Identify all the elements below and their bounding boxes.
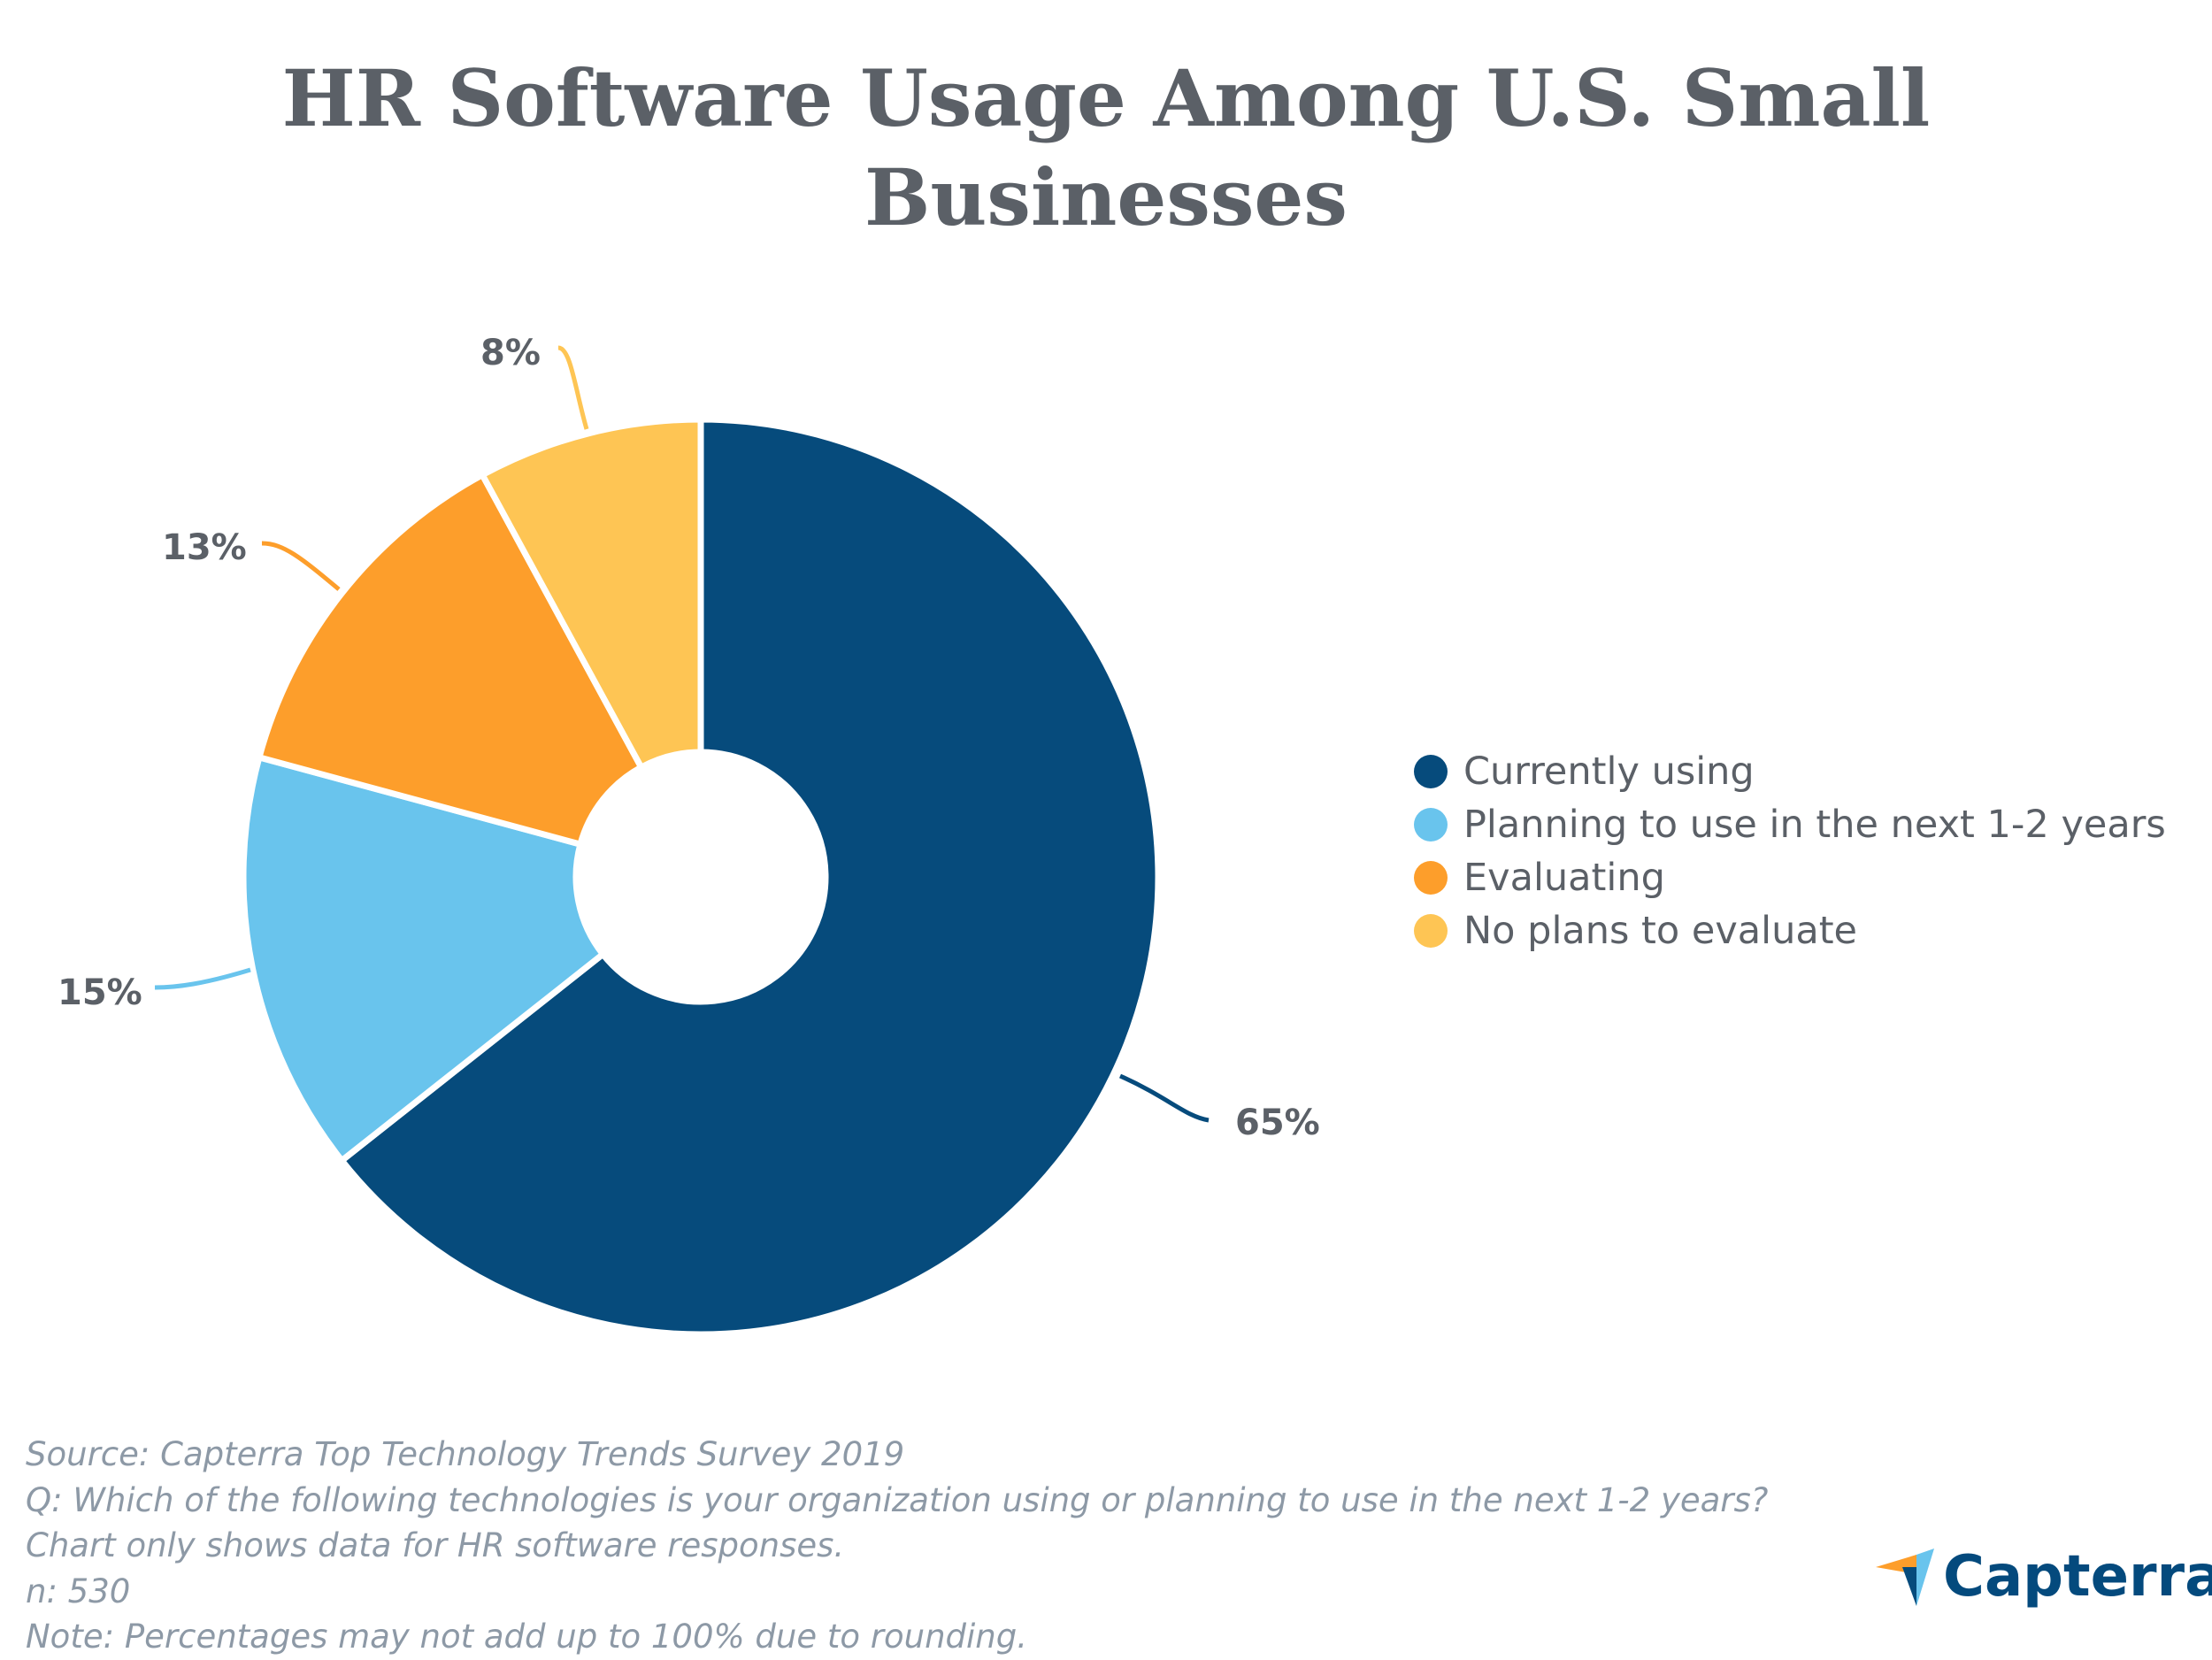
capterra-logo: Capterra: [1876, 1544, 2212, 1610]
legend-item-evaluating: Evaluating: [1414, 851, 2166, 904]
leader-line-evaluating: [261, 541, 341, 591]
legend-label: Currently using: [1463, 749, 1755, 794]
footer-notes: Source: Capterra Top Technology Trends S…: [26, 1432, 1768, 1660]
legend-label: Planning to use in the next 1-2 years: [1463, 803, 2166, 847]
source-note: Source: Capterra Top Technology Trends S…: [26, 1435, 905, 1473]
data-label-no-plans: 8%: [480, 333, 541, 373]
question-note: Q: Which of the following technologies i…: [26, 1480, 1769, 1519]
sample-size-note: n: 530: [26, 1572, 131, 1610]
data-label-currently-using: 65%: [1235, 1103, 1320, 1143]
legend-swatch: [1414, 755, 1448, 788]
legend-item-no-plans: No plans to evaluate: [1414, 904, 2166, 957]
legend-label: Evaluating: [1463, 856, 1665, 900]
legend-swatch: [1414, 808, 1448, 842]
rounding-note: Note: Percentages may not add up to 100%…: [26, 1618, 1027, 1656]
legend-item-currently-using: Currently using: [1414, 745, 2166, 798]
title-line-2: Businesses: [864, 151, 1348, 243]
leader-line-currently-using: [1118, 1073, 1210, 1123]
chart-title: HR Software Usage Among U.S. Small Busin…: [0, 49, 2212, 247]
leader-line-planning: [154, 967, 251, 990]
legend: Currently using Planning to use in the n…: [1414, 745, 2166, 957]
data-label-planning: 15%: [58, 972, 142, 1013]
title-line-1: HR Software Usage Among U.S. Small: [281, 52, 1931, 144]
legend-label: No plans to evaluate: [1463, 909, 1858, 953]
leader-line-no-plans: [557, 345, 589, 430]
legend-swatch: [1414, 861, 1448, 895]
slice-currently-using: [337, 416, 1162, 1338]
legend-swatch: [1414, 914, 1448, 948]
slice-evaluating: [255, 470, 646, 849]
slice-no-plans: [478, 416, 704, 772]
data-label-evaluating: 13%: [162, 527, 247, 568]
scope-note: Chart only shows data for HR software re…: [26, 1526, 845, 1564]
slice-planning: [240, 753, 608, 1165]
legend-item-planning: Planning to use in the next 1-2 years: [1414, 798, 2166, 851]
capterra-logo-text: Capterra: [1943, 1544, 2212, 1610]
capterra-logo-icon: [1876, 1549, 1934, 1606]
